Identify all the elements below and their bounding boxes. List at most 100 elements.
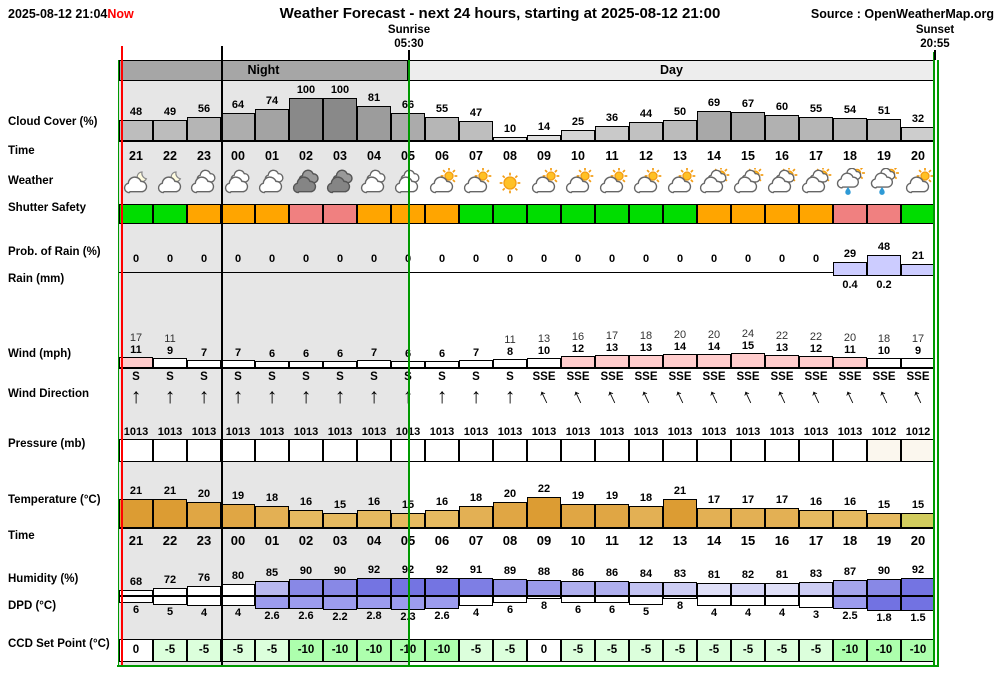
time-label: 11 xyxy=(605,533,619,548)
wind-direction-label: S xyxy=(234,371,242,383)
dpd-bar xyxy=(731,596,765,607)
dpd-value: 4 xyxy=(744,607,752,620)
dpd-value: 1.5 xyxy=(910,612,926,625)
ccd-set-point-cell: -5 xyxy=(697,639,731,662)
time-label: 21 xyxy=(129,149,143,163)
humidity-bar xyxy=(629,581,663,596)
dpd-value: 2.6 xyxy=(298,610,314,623)
row-label: Cloud Cover (%) xyxy=(8,116,98,128)
wind-direction-label: SSE xyxy=(566,371,590,383)
humidity-value: 88 xyxy=(537,565,551,578)
time-label: 11 xyxy=(605,149,619,163)
row-label: CCD Set Point (°C) xyxy=(8,638,110,650)
weather-cloud-sun-icon xyxy=(527,167,561,198)
time-label: 12 xyxy=(638,533,654,548)
time-label: 16 xyxy=(774,533,790,548)
time-label: 10 xyxy=(571,149,585,163)
wind-bar xyxy=(731,352,765,368)
chart-left-border xyxy=(117,60,119,666)
wind-bar xyxy=(255,361,289,368)
rain-prob-value: 48 xyxy=(877,240,891,253)
wind-direction-label: S xyxy=(506,371,514,383)
ccd-set-point-cell: -5 xyxy=(663,639,697,662)
wind-speed-value: 10 xyxy=(877,344,891,357)
cloud-cover-bar xyxy=(459,120,493,141)
cloud-cover-bar xyxy=(153,119,187,141)
current-datetime: 2025-08-12 21:04Now xyxy=(8,7,134,21)
wind-direction-label: SSE xyxy=(668,371,692,383)
pressure-cell xyxy=(527,439,561,462)
ccd-set-point-cell: -5 xyxy=(629,639,663,662)
cloud-cover-bar xyxy=(255,109,289,141)
dpd-value: 2.2 xyxy=(332,610,348,623)
weather-clouds-sun-icon xyxy=(765,166,799,198)
pressure-cell xyxy=(323,439,357,462)
humidity-value: 81 xyxy=(775,569,789,581)
wind-bar xyxy=(799,355,833,368)
time-label: 16 xyxy=(775,149,789,163)
wind-direction-label: SSE xyxy=(600,371,624,383)
cloud-cover-bar xyxy=(119,120,153,141)
dpd-bar xyxy=(221,596,255,607)
rain-prob-value: 0 xyxy=(778,253,786,265)
dpd-bar xyxy=(833,596,867,610)
pressure-cell xyxy=(289,439,323,462)
humidity-bar xyxy=(663,582,697,596)
time-label: 08 xyxy=(502,533,518,548)
sunrise-line xyxy=(407,52,410,666)
dpd-bar xyxy=(527,596,561,599)
ccd-set-point-cell: -5 xyxy=(493,639,527,662)
sunrise-label: Sunrise xyxy=(387,24,431,36)
dpd-bar xyxy=(595,596,629,603)
cloud-cover-value: 10 xyxy=(503,122,517,135)
dpd-bar xyxy=(459,596,493,607)
time-label: 01 xyxy=(265,149,279,163)
humidity-value: 83 xyxy=(809,568,823,580)
ccd-set-point-cell: -5 xyxy=(561,639,595,662)
wind-gust-value: 11 xyxy=(504,334,516,347)
pressure-value: 1012 xyxy=(871,426,897,438)
cloud-cover-bar xyxy=(221,113,255,141)
shutter-safety-cell xyxy=(527,204,561,224)
rain-prob-value: 0 xyxy=(676,253,684,265)
wind-direction-arrow-icon: ↑ xyxy=(164,385,176,408)
page-title: Weather Forecast - next 24 hours, starti… xyxy=(279,5,721,22)
cloud-cover-value: 32 xyxy=(911,113,925,126)
temperature-value: 19 xyxy=(571,489,585,502)
time-label: 10 xyxy=(570,533,586,548)
pressure-value: 1013 xyxy=(191,426,217,438)
pressure-value: 1013 xyxy=(769,426,795,438)
midnight-line xyxy=(221,46,223,666)
cloud-cover-bar xyxy=(697,111,731,141)
wind-gust-value: 17 xyxy=(605,329,619,342)
wind-gust-value: 17 xyxy=(129,331,143,344)
wind-speed-value: 6 xyxy=(302,348,310,361)
weather-cloud-moon-icon xyxy=(153,168,187,198)
humidity-value: 86 xyxy=(605,566,619,579)
row-label: Humidity (%) xyxy=(8,573,79,585)
cloud-cover-bar xyxy=(663,119,697,141)
shutter-safety-cell xyxy=(799,204,833,224)
humidity-bar xyxy=(153,587,187,596)
pressure-value: 1013 xyxy=(327,426,353,438)
wind-direction-label: S xyxy=(336,371,344,383)
pressure-cell xyxy=(697,439,731,462)
time-label: 09 xyxy=(536,533,552,548)
weather-cloud-sun-icon xyxy=(459,167,493,198)
rain-prob-bar xyxy=(901,264,935,276)
wind-direction-arrow-icon: ↑ xyxy=(300,385,312,408)
pressure-cell xyxy=(833,439,867,462)
time-label: 13 xyxy=(672,533,688,548)
pressure-cell xyxy=(595,439,629,462)
baseline xyxy=(119,528,935,529)
weather-sun-icon xyxy=(493,168,527,198)
temperature-bar xyxy=(697,508,731,528)
dpd-bar xyxy=(153,596,187,605)
cloud-cover-bar xyxy=(901,127,935,141)
ccd-set-point-cell: 0 xyxy=(119,639,153,662)
humidity-value: 68 xyxy=(129,575,143,588)
row-label: Wind (mph) xyxy=(8,348,72,360)
cloud-cover-value: 47 xyxy=(469,106,483,119)
shutter-safety-cell xyxy=(867,204,901,224)
time-label: 14 xyxy=(707,149,721,163)
